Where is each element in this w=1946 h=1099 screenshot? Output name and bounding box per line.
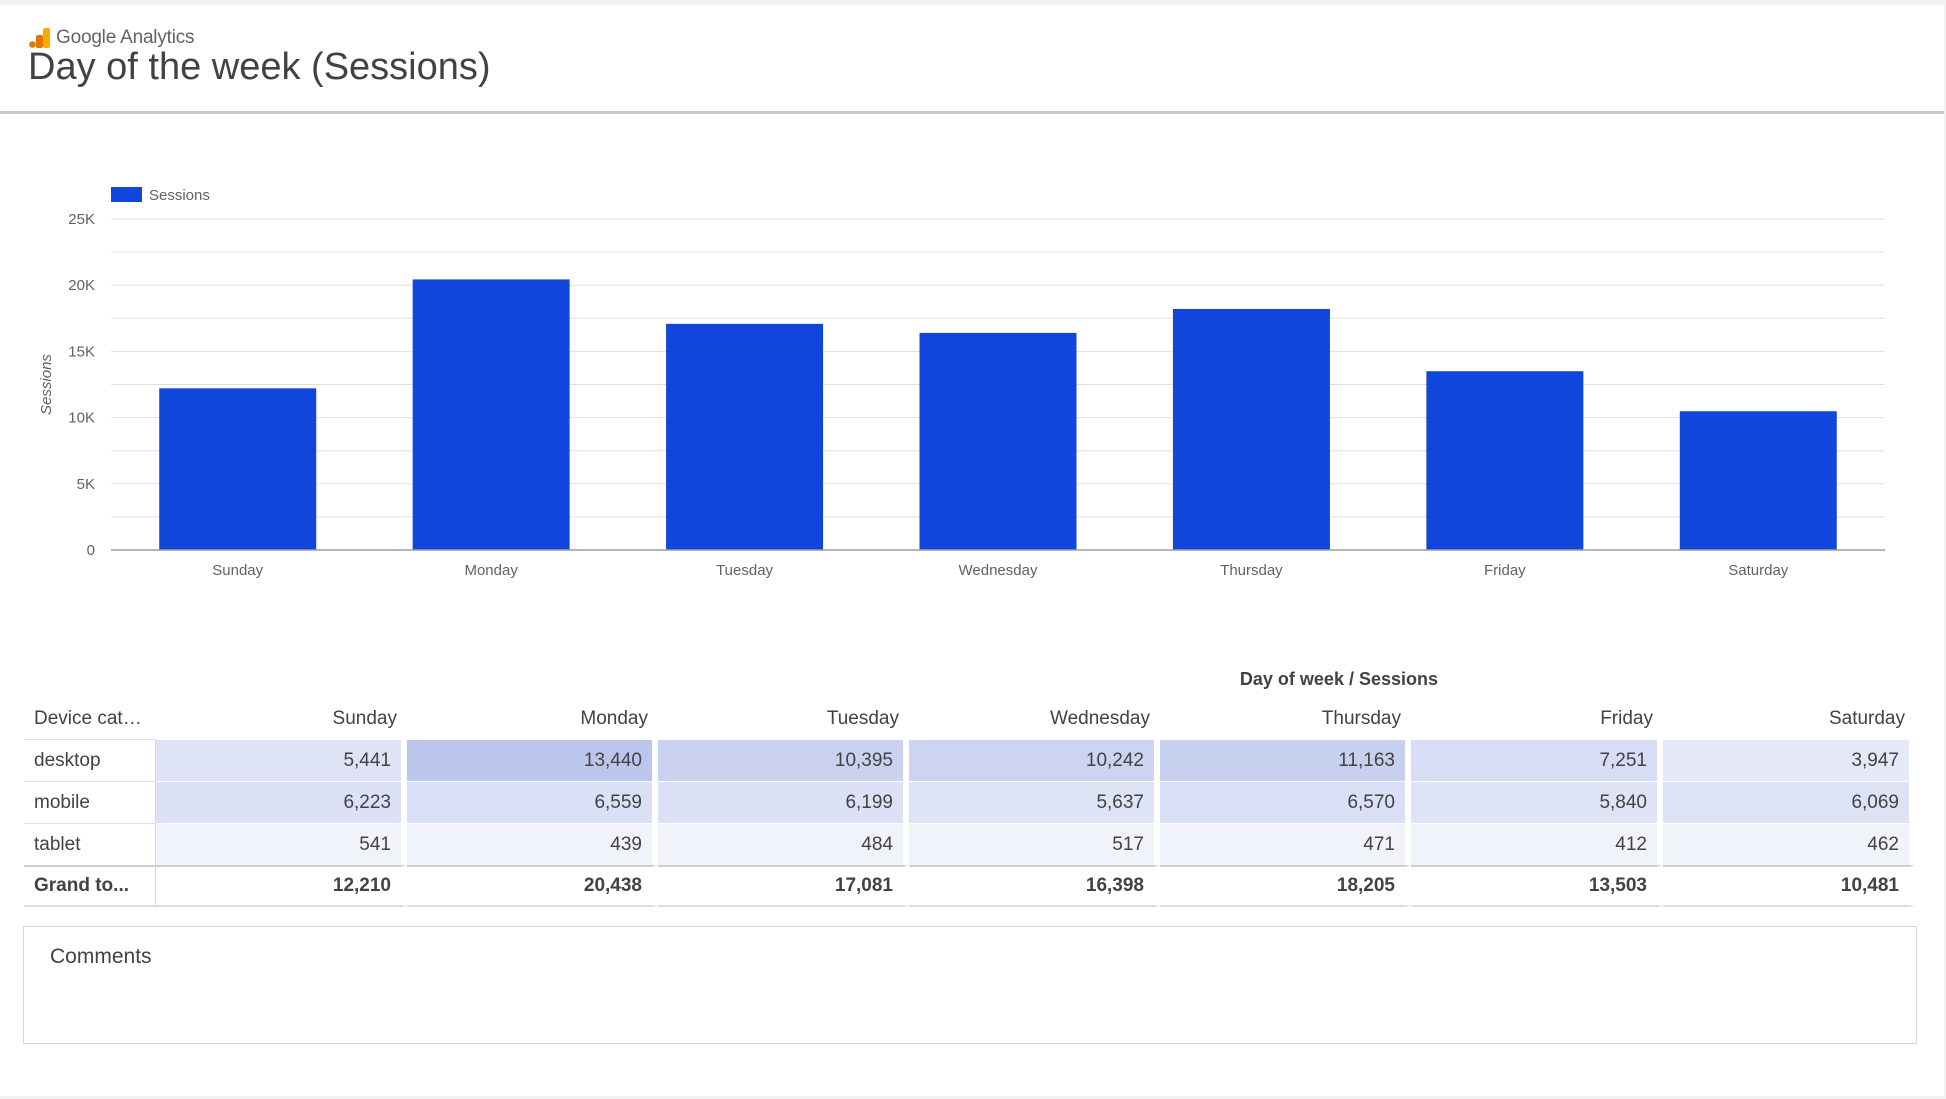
bar-sunday xyxy=(159,388,317,550)
table-cell: 10,242 xyxy=(909,739,1160,781)
table-cell: 439 xyxy=(407,823,658,865)
table-cell: 6,559 xyxy=(407,781,658,823)
column-header[interactable]: Sunday xyxy=(332,708,397,729)
bar-tuesday xyxy=(666,323,824,550)
bar-wednesday xyxy=(919,332,1077,550)
grand-total-cell: 18,205 xyxy=(1160,865,1411,907)
grand-total-cell: 20,438 xyxy=(407,865,658,907)
table-cell: 462 xyxy=(1663,823,1915,865)
column-header[interactable]: Tuesday xyxy=(826,708,899,729)
sessions-bar-chart: 0 5K 10K 15K 20K 25K Sessions Sunday Monday Tuesd… xyxy=(38,187,1885,579)
x-tick-label: Tuesday xyxy=(716,562,773,579)
grand-total-cell: 10,481 xyxy=(1663,865,1915,907)
table-cell: 3,947 xyxy=(1663,739,1915,781)
grand-total-label: Grand to... xyxy=(24,865,156,907)
grand-total-row: Grand to... 12,210 20,438 17,081 16,398 18,20… xyxy=(24,865,1915,907)
comments-label: Comments xyxy=(50,945,152,968)
x-tick-label: Sunday xyxy=(212,562,263,579)
x-tick-label: Monday xyxy=(464,562,518,579)
bar-thursday xyxy=(1172,308,1330,550)
table-cell: 412 xyxy=(1411,823,1663,865)
x-tick-label: Thursday xyxy=(1220,562,1283,579)
row-label: desktop xyxy=(24,739,156,781)
pivot-table-title: Day of week / Sessions xyxy=(1239,669,1438,689)
column-header[interactable]: Monday xyxy=(580,708,648,729)
y-tick-label: 0 xyxy=(87,542,95,559)
report-header: Google Analytics Day of the week (Sessio… xyxy=(0,5,1944,114)
brand: Google Analytics xyxy=(29,26,195,50)
table-cell: 6,223 xyxy=(156,781,407,823)
row-label: tablet xyxy=(24,823,156,865)
legend-label: Sessions xyxy=(149,187,210,204)
x-tick-label: Wednesday xyxy=(959,562,1038,579)
y-tick-label: 5K xyxy=(77,476,95,493)
table-cell: 6,069 xyxy=(1663,781,1915,823)
y-axis-title: Sessions xyxy=(38,354,55,415)
grand-total-cell: 17,081 xyxy=(658,865,909,907)
y-tick-label: 15K xyxy=(68,343,95,360)
table-cell: 10,395 xyxy=(658,739,909,781)
google-analytics-logo-icon xyxy=(29,28,50,48)
pivot-header-row: Device cate... Sunday Monday Tuesday Wed… xyxy=(24,699,1915,739)
y-tick-label: 10K xyxy=(68,410,95,427)
report-title: Day of the week (Sessions) xyxy=(28,46,491,88)
bar-monday xyxy=(412,279,570,550)
table-cell: 6,199 xyxy=(658,781,909,823)
report-page: Google Analytics Day of the week (Sessio… xyxy=(0,5,1944,1096)
x-tick-label: Friday xyxy=(1484,562,1526,579)
table-cell: 471 xyxy=(1160,823,1411,865)
legend-swatch xyxy=(111,187,142,202)
comments-box[interactable]: Comments xyxy=(23,926,1917,1044)
column-header[interactable]: Friday xyxy=(1600,708,1653,729)
row-label: mobile xyxy=(24,781,156,823)
grand-total-cell: 12,210 xyxy=(156,865,407,907)
dimension-header[interactable]: Device cate... xyxy=(34,708,150,729)
table-cell: 5,441 xyxy=(156,739,407,781)
table-cell: 13,440 xyxy=(407,739,658,781)
bar-saturday xyxy=(1679,411,1837,550)
table-row: tablet 541 439 484 517 471 412 462 xyxy=(24,823,1915,865)
y-tick-label: 25K xyxy=(68,211,95,228)
bar-friday xyxy=(1426,371,1584,550)
table-cell: 7,251 xyxy=(1411,739,1663,781)
table-cell: 5,840 xyxy=(1411,781,1663,823)
table-cell: 484 xyxy=(658,823,909,865)
column-header[interactable]: Thursday xyxy=(1321,708,1401,729)
table-row: mobile 6,223 6,559 6,199 5,637 6,570 5,840 6,06… xyxy=(24,781,1915,823)
table-cell: 11,163 xyxy=(1160,739,1411,781)
grand-total-cell: 13,503 xyxy=(1411,865,1663,907)
table-cell: 541 xyxy=(156,823,407,865)
table-cell: 6,570 xyxy=(1160,781,1411,823)
column-header[interactable]: Wednesday xyxy=(1050,708,1150,729)
column-header[interactable]: Saturday xyxy=(1828,708,1905,729)
y-tick-label: 20K xyxy=(68,277,95,294)
brand-label: Google Analytics xyxy=(56,27,195,48)
grand-total-cell: 16,398 xyxy=(909,865,1160,907)
device-by-day-pivot-table: Device cate... Sunday Monday Tuesday Wed… xyxy=(24,699,1915,907)
table-cell: 5,637 xyxy=(909,781,1160,823)
table-row: desktop 5,441 13,440 10,395 10,242 11,163 7,25… xyxy=(24,739,1915,781)
x-tick-label: Saturday xyxy=(1728,562,1789,579)
table-cell: 517 xyxy=(909,823,1160,865)
